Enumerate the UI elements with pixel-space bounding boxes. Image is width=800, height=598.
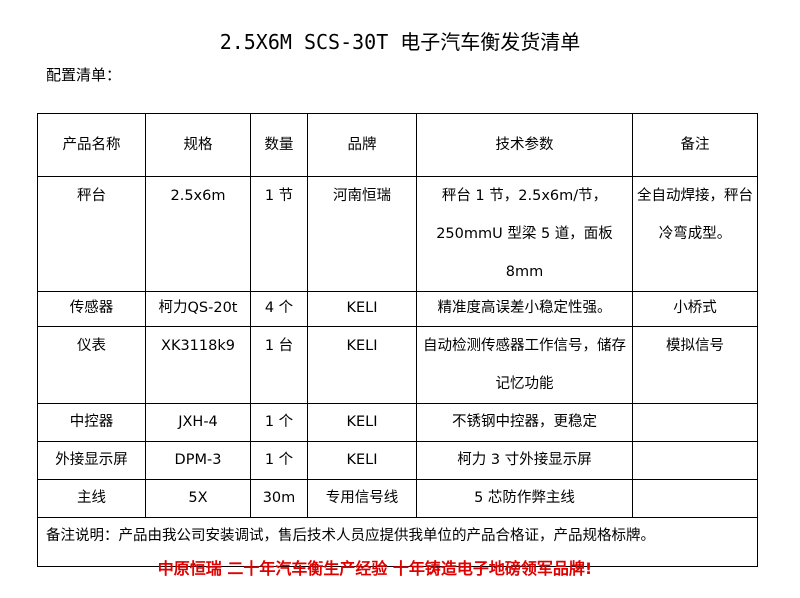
cell: JXH-4	[145, 403, 251, 442]
cell: 1 节	[250, 176, 308, 292]
cell: DPM-3	[145, 441, 251, 480]
page-title: 2.5X6M SCS-30T 电子汽车衡发货清单	[219, 30, 581, 54]
slogan: 中原恒瑞 二十年汽车衡生产经验 十年铸造电子地磅领军品牌!	[157, 559, 593, 578]
cell: 秤台 1 节，2.5x6m/节，250mmU 型梁 5 道，面板 8mm	[416, 176, 633, 292]
shipping-list-table: 产品名称 规格 数量 品牌 技术参数 备注 秤台 2.5x6m 1 节 河南恒瑞…	[37, 113, 758, 567]
cell	[632, 479, 758, 518]
cell: 1 台	[250, 326, 308, 404]
table-header-row: 产品名称 规格 数量 品牌 技术参数 备注	[37, 113, 758, 177]
cell	[632, 441, 758, 480]
cell: 中控器	[37, 403, 146, 442]
section-label: 配置清单：	[46, 66, 122, 84]
cell: KELI	[307, 291, 417, 327]
cell: KELI	[307, 441, 417, 480]
cell: 全自动焊接，秤台冷弯成型。	[632, 176, 758, 292]
table-row: 秤台 2.5x6m 1 节 河南恒瑞 秤台 1 节，2.5x6m/节，250mm…	[37, 176, 758, 292]
note-text: 备注说明：产品由我公司安装调试，售后技术人员应提供我单位的产品合格证，产品规格标…	[37, 517, 758, 567]
cell: 5 芯防作弊主线	[416, 479, 633, 518]
header-cell: 备注	[632, 113, 758, 177]
cell: 外接显示屏	[37, 441, 146, 480]
cell: 5X	[145, 479, 251, 518]
table-row: 主线 5X 30m 专用信号线 5 芯防作弊主线	[37, 479, 758, 518]
cell: 1 个	[250, 441, 308, 480]
cell: 柯力QS-20t	[145, 291, 251, 327]
header-cell: 规格	[145, 113, 251, 177]
note-row: 备注说明：产品由我公司安装调试，售后技术人员应提供我单位的产品合格证，产品规格标…	[37, 517, 758, 567]
cell: 仪表	[37, 326, 146, 404]
cell	[632, 403, 758, 442]
header-cell: 产品名称	[37, 113, 146, 177]
cell: 不锈钢中控器，更稳定	[416, 403, 633, 442]
cell: 精准度高误差小稳定性强。	[416, 291, 633, 327]
cell: 柯力 3 寸外接显示屏	[416, 441, 633, 480]
cell: XK3118k9	[145, 326, 251, 404]
cell: 传感器	[37, 291, 146, 327]
cell: 小桥式	[632, 291, 758, 327]
table-row: 中控器 JXH-4 1 个 KELI 不锈钢中控器，更稳定	[37, 403, 758, 442]
cell: 主线	[37, 479, 146, 518]
cell: 自动检测传感器工作信号，储存记忆功能	[416, 326, 633, 404]
cell: 1 个	[250, 403, 308, 442]
cell: 4 个	[250, 291, 308, 327]
header-cell: 数量	[250, 113, 308, 177]
cell: 30m	[250, 479, 308, 518]
cell: 模拟信号	[632, 326, 758, 404]
cell: 专用信号线	[307, 479, 417, 518]
table-row: 外接显示屏 DPM-3 1 个 KELI 柯力 3 寸外接显示屏	[37, 441, 758, 480]
header-cell: 品牌	[307, 113, 417, 177]
cell: 河南恒瑞	[307, 176, 417, 292]
cell: KELI	[307, 403, 417, 442]
table-row: 传感器 柯力QS-20t 4 个 KELI 精准度高误差小稳定性强。 小桥式	[37, 291, 758, 327]
cell: KELI	[307, 326, 417, 404]
header-cell: 技术参数	[416, 113, 633, 177]
cell: 2.5x6m	[145, 176, 251, 292]
cell: 秤台	[37, 176, 146, 292]
table-row: 仪表 XK3118k9 1 台 KELI 自动检测传感器工作信号，储存记忆功能 …	[37, 326, 758, 404]
